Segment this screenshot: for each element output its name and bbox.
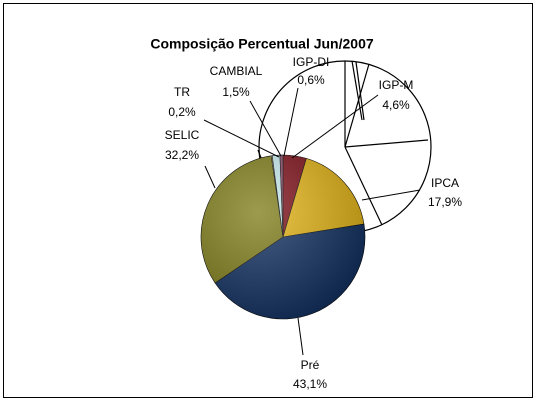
value-label: 17,9% bbox=[428, 195, 462, 209]
value-label: 4,6% bbox=[382, 98, 410, 112]
category-label: CAMBIAL bbox=[210, 64, 263, 78]
category-label: Pré bbox=[301, 358, 320, 372]
category-label: SELIC bbox=[165, 128, 200, 142]
pie bbox=[200, 154, 366, 320]
value-label: 43,1% bbox=[293, 377, 327, 391]
chart-title: Composição Percentual Jun/2007 bbox=[150, 36, 374, 52]
category-label: IGP-DI bbox=[293, 55, 330, 69]
value-label: 32,2% bbox=[165, 148, 199, 162]
value-label: 0,2% bbox=[168, 105, 196, 119]
value-label: 1,5% bbox=[222, 85, 250, 99]
category-label: IPCA bbox=[431, 176, 459, 190]
labels: IGP-M 4,6% IPCA 17,9% Pré 43,1% SELIC 32,2% TR 0,… bbox=[165, 55, 463, 391]
value-label: 0,6% bbox=[297, 73, 325, 87]
category-label: TR bbox=[174, 85, 190, 99]
leader-lines bbox=[203, 87, 421, 356]
category-label: IGP-M bbox=[379, 78, 414, 92]
